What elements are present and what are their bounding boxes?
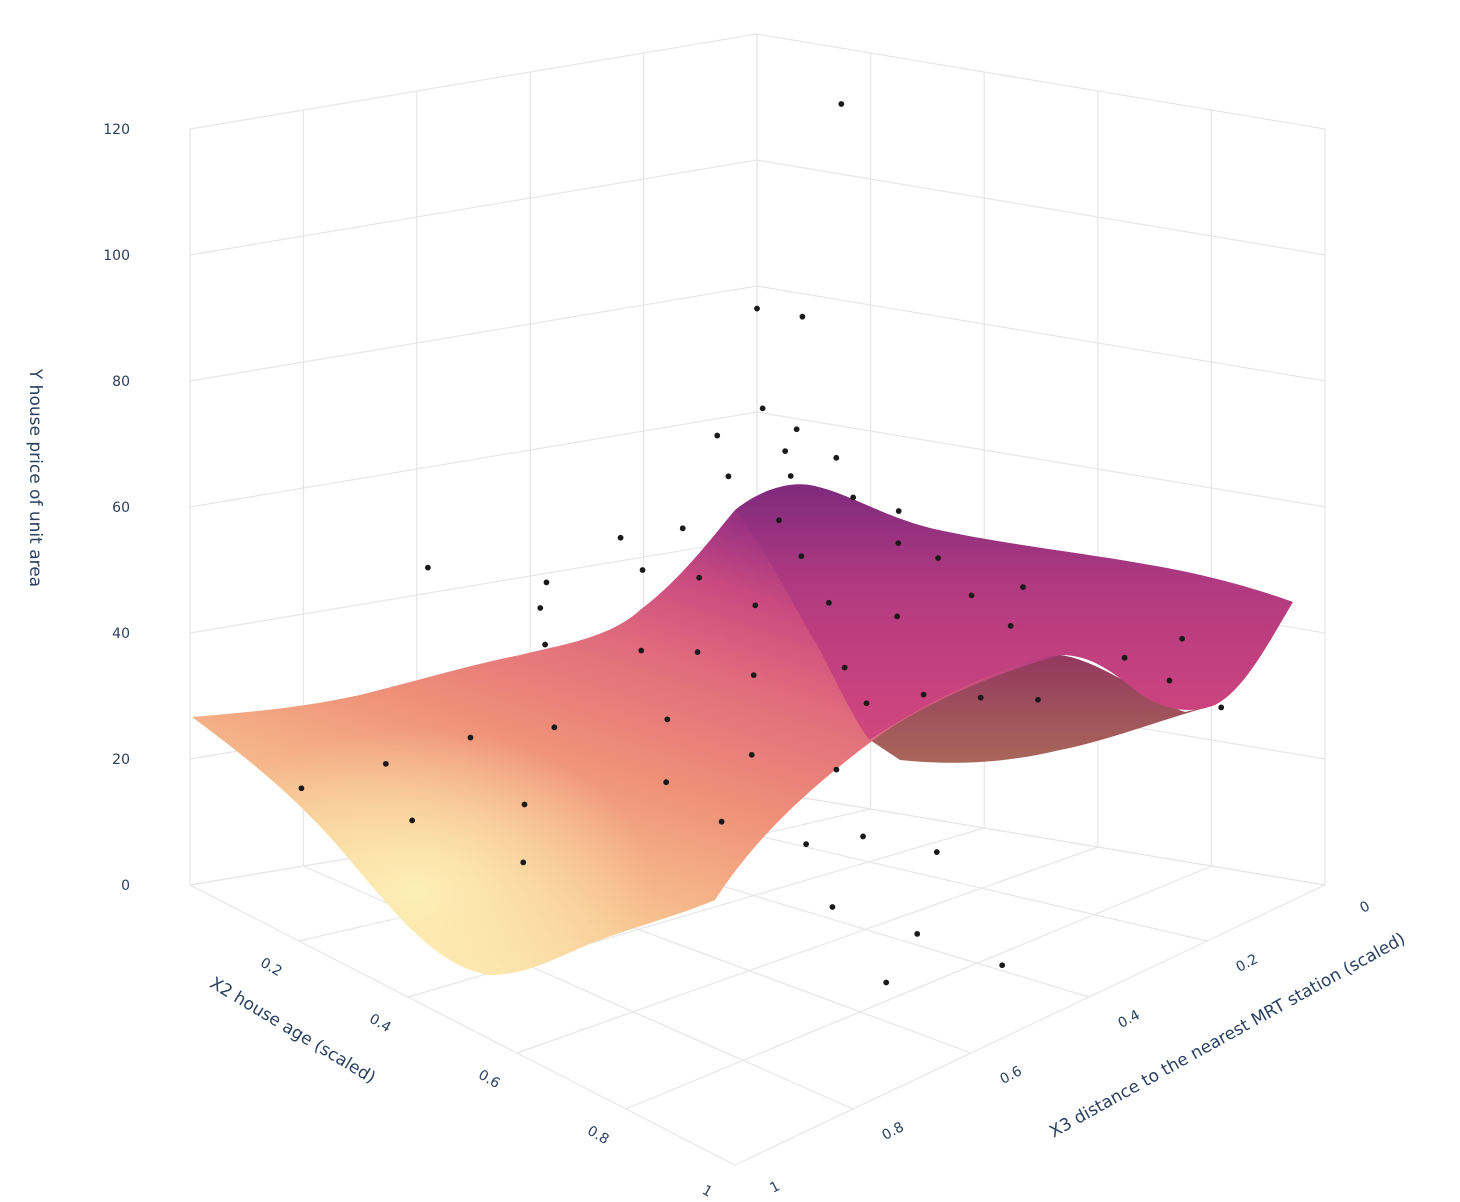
scatter-point[interactable] <box>617 534 624 541</box>
scatter-point[interactable] <box>298 785 305 792</box>
scatter-point[interactable] <box>382 760 389 767</box>
scatter-point[interactable] <box>714 432 721 439</box>
z-tick-label: 0 <box>121 878 130 894</box>
y-tick-label: 0.6 <box>998 1063 1025 1088</box>
x-tick-label: 1 <box>699 1182 715 1200</box>
scatter-point[interactable] <box>521 801 528 808</box>
surface[interactable] <box>192 484 1293 975</box>
x-tick-label: 0.6 <box>475 1067 502 1092</box>
z-tick-label: 20 <box>112 752 130 768</box>
scatter-point[interactable] <box>750 672 757 678</box>
x-axis-title: X2 house age (scaled) <box>206 973 379 1088</box>
y-tick-label: 0.8 <box>880 1119 907 1144</box>
scatter-point[interactable] <box>798 553 805 560</box>
scatter-point[interactable] <box>542 641 549 648</box>
scatter-point[interactable] <box>977 694 984 701</box>
x-tick-label: 0.4 <box>366 1011 393 1036</box>
scatter-point[interactable] <box>694 649 701 655</box>
scatter-point[interactable] <box>1020 584 1026 590</box>
scatter-point[interactable] <box>793 426 800 433</box>
scatter-point[interactable] <box>914 930 921 937</box>
scatter-point[interactable] <box>829 904 836 910</box>
scatter-point[interactable] <box>520 859 527 866</box>
scatter-point[interactable] <box>664 716 671 723</box>
y-tick-label: 0.2 <box>1234 951 1261 976</box>
scatter-point[interactable] <box>663 779 670 786</box>
scatter-point[interactable] <box>639 567 646 573</box>
scatter-point[interactable] <box>467 734 474 741</box>
scatter-point[interactable] <box>1007 623 1014 629</box>
y-axis-ticks: 0 0.2 0.4 0.6 0.8 1 <box>767 898 1372 1196</box>
y-tick-label: 0.4 <box>1116 1007 1143 1032</box>
z-tick-label: 100 <box>103 248 130 264</box>
scatter-point[interactable] <box>968 592 975 599</box>
scatter-point[interactable] <box>833 454 840 461</box>
scatter-point[interactable] <box>895 540 902 547</box>
scatter-point[interactable] <box>799 313 806 320</box>
scatter-point[interactable] <box>920 691 927 698</box>
scatter-point[interactable] <box>696 574 703 581</box>
scatter-point[interactable] <box>759 405 766 412</box>
scatter-point[interactable] <box>752 602 759 609</box>
scatter-point[interactable] <box>1166 677 1173 684</box>
scatter-point[interactable] <box>537 605 544 611</box>
scatter-point[interactable] <box>883 979 890 986</box>
z-axis-ticks: 0 20 40 60 80 100 120 <box>103 122 130 894</box>
scatter-point[interactable] <box>1218 704 1225 711</box>
surface-underside <box>870 655 1215 763</box>
scatter-point[interactable] <box>1121 654 1128 661</box>
scatter-point[interactable] <box>725 473 732 480</box>
scatter-point[interactable] <box>1179 635 1186 642</box>
z-tick-label: 60 <box>112 500 130 516</box>
scatter-point[interactable] <box>718 818 725 825</box>
scatter-point[interactable] <box>933 849 940 855</box>
z-tick-label: 40 <box>112 626 130 642</box>
scatter-point[interactable] <box>833 766 840 773</box>
y-tick-label: 1 <box>767 1178 782 1196</box>
scatter-point[interactable] <box>748 751 755 758</box>
scatter-point[interactable] <box>409 817 416 824</box>
scatter-point[interactable] <box>638 647 645 654</box>
scatter-point[interactable] <box>543 579 550 586</box>
scatter-point[interactable] <box>863 700 870 707</box>
scatter-point[interactable] <box>838 101 845 107</box>
scatter-point[interactable] <box>1035 696 1041 703</box>
y-axis-title: X3 distance to the nearest MRT station (… <box>1046 929 1409 1142</box>
scatter-point[interactable] <box>776 517 782 524</box>
scatter-point[interactable] <box>894 613 901 620</box>
scatter-point[interactable] <box>850 494 857 501</box>
scatter-point[interactable] <box>787 473 794 479</box>
scatter-point[interactable] <box>826 599 832 606</box>
scatter-point[interactable] <box>860 833 866 840</box>
z-tick-label: 120 <box>103 122 130 138</box>
z-tick-label: 80 <box>112 374 130 390</box>
scatter-point[interactable] <box>551 724 558 731</box>
scatter-point[interactable] <box>895 508 902 514</box>
scatter-point[interactable] <box>679 525 686 532</box>
scatter-points[interactable] <box>298 101 1225 986</box>
scatter-point[interactable] <box>782 448 789 455</box>
scatter-point[interactable] <box>999 962 1006 969</box>
z-axis-title: Y house price of unit area <box>25 368 45 587</box>
y-tick-label: 0 <box>1357 898 1372 916</box>
scatter-point[interactable] <box>424 564 431 571</box>
scatter-point[interactable] <box>935 555 942 561</box>
scatter-point[interactable] <box>754 305 760 312</box>
surface-back <box>735 484 1293 740</box>
surface-glow <box>192 510 870 975</box>
scatter-point[interactable] <box>841 664 848 671</box>
x-tick-label: 0.8 <box>584 1123 611 1148</box>
x-tick-label: 0.2 <box>257 955 284 980</box>
x-axis-ticks: 0.2 0.4 0.6 0.8 1 <box>257 955 715 1201</box>
scatter-point[interactable] <box>803 841 810 848</box>
